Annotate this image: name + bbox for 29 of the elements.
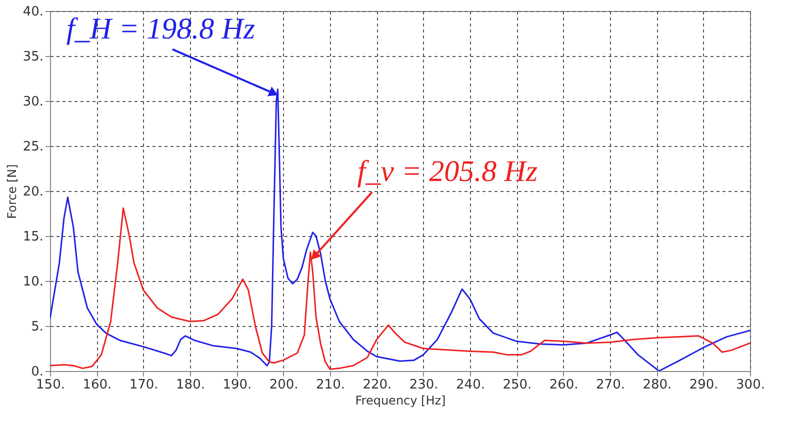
x-axis-title: Frequency [Hz] (355, 394, 446, 408)
y-tick-label: 35. (22, 50, 44, 64)
y-tick-label: 10. (22, 274, 44, 290)
x-tick-label: 200. (269, 378, 298, 392)
x-tick-label: 270. (596, 378, 625, 392)
y-tick-label: 40. (22, 4, 44, 20)
x-tick-label: 190. (222, 378, 252, 392)
x-tick-label: 280. (642, 378, 672, 392)
x-tick-label: 220. (362, 378, 392, 392)
x-tick-label: 250. (502, 378, 532, 392)
y-tick-label: 15. (22, 230, 44, 244)
x-tick-label: 290. (689, 378, 718, 392)
x-tick-label: 180. (176, 378, 205, 392)
x-tick-label: 300. (736, 378, 765, 392)
y-tick-label: 0. (31, 364, 44, 380)
x-tick-label: 160. (82, 378, 112, 392)
y-tick-label: 25. (22, 140, 44, 154)
y-tick-label: 30. (22, 94, 44, 110)
y-tick-label: 20. (22, 184, 44, 200)
x-tick-label: 260. (549, 378, 578, 392)
x-tick-label: 170. (129, 378, 158, 392)
x-tick-label: 150. (36, 378, 65, 392)
x-tick-label: 240. (456, 378, 485, 392)
x-tick-label: 210. (316, 378, 345, 392)
x-tick-label: 230. (409, 378, 438, 392)
y-axis-title: Force [N] (4, 164, 19, 219)
annotation: f_v = 205.8 Hz (357, 155, 538, 188)
annotation: f_H = 198.8 Hz (66, 12, 256, 46)
y-tick-label: 5. (31, 320, 44, 334)
